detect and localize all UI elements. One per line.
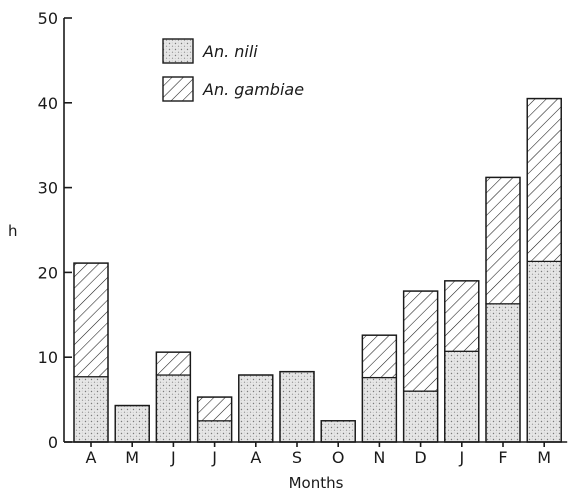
x-tick-label: A bbox=[86, 448, 97, 467]
bar-segment-an-gambiae bbox=[361, 334, 397, 379]
x-tick-label: J bbox=[211, 448, 217, 467]
bar-segment-an-gambiae bbox=[444, 280, 480, 352]
bar-segment-an-gambiae bbox=[526, 97, 562, 262]
bar-segment-an-nili bbox=[403, 390, 439, 443]
bar-segment-an-nili bbox=[320, 420, 356, 443]
y-axis-label: h bbox=[8, 222, 18, 240]
bar-segment-an-nili bbox=[526, 260, 562, 443]
legend-swatch-an-gambiae bbox=[162, 76, 194, 102]
bar-segment-an-nili bbox=[155, 374, 191, 443]
x-tick-label: O bbox=[332, 448, 345, 467]
x-tick-label: M bbox=[537, 448, 551, 467]
bar-segment-an-nili bbox=[485, 303, 521, 443]
plot-area bbox=[73, 97, 562, 443]
y-tick-label: 10 bbox=[38, 348, 58, 367]
legend-label-an-nili: An. nili bbox=[202, 42, 258, 61]
legend: An. nili An. gambiae bbox=[162, 38, 304, 102]
x-tick-label: J bbox=[458, 448, 464, 467]
bar-segment-an-nili bbox=[444, 350, 480, 443]
bar-segment-an-nili bbox=[114, 404, 150, 443]
legend-swatch-an-nili bbox=[162, 38, 194, 64]
x-tick-label: N bbox=[373, 448, 385, 467]
bar-segment-an-nili bbox=[73, 376, 109, 443]
bar-segment-an-gambiae bbox=[403, 290, 439, 392]
bar-segment-an-nili bbox=[238, 374, 274, 443]
x-tick-label: J bbox=[170, 448, 176, 467]
bar-segment-an-nili bbox=[361, 376, 397, 443]
axes: A M J J A S O N D J F M 0 10 20 30 40 50 bbox=[38, 9, 568, 467]
y-tick-label: 40 bbox=[38, 94, 58, 113]
bar-segment-an-gambiae bbox=[155, 351, 191, 376]
x-tick-label: A bbox=[250, 448, 261, 467]
y-tick-label: 0 bbox=[48, 433, 58, 452]
x-tick-label: F bbox=[498, 448, 507, 467]
x-tick-label: D bbox=[414, 448, 426, 467]
bar-segment-an-gambiae bbox=[485, 176, 521, 305]
y-tick-label: 50 bbox=[38, 9, 58, 28]
legend-label-an-gambiae: An. gambiae bbox=[202, 80, 304, 99]
bar-segment-an-nili bbox=[279, 371, 315, 443]
x-tick-label: M bbox=[125, 448, 139, 467]
y-tick-label: 20 bbox=[38, 263, 58, 282]
y-tick-label: 30 bbox=[38, 179, 58, 198]
bar-segment-an-nili bbox=[197, 420, 233, 443]
x-axis-label: Months bbox=[289, 474, 344, 492]
bar-segment-an-gambiae bbox=[197, 396, 233, 422]
bar-segment-an-gambiae bbox=[73, 262, 109, 378]
x-tick-label: S bbox=[292, 448, 302, 467]
